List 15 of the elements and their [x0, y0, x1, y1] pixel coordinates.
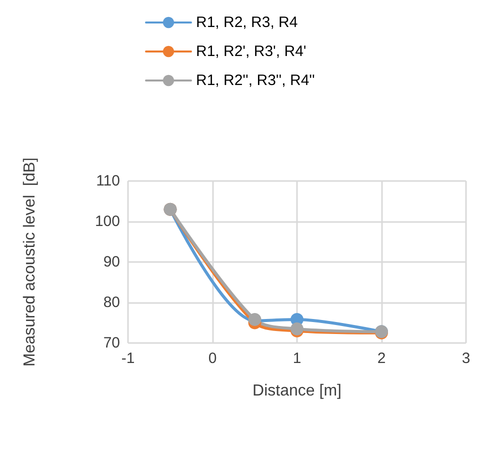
legend-label: R1, R2'', R3'', R4'' [196, 72, 316, 89]
x-tick-label: -1 [121, 350, 135, 367]
x-tick-label: 3 [462, 350, 470, 367]
x-tick-label: 1 [292, 350, 302, 367]
y-tick-label: 100 [94, 213, 120, 230]
legend-label: R1, R2', R3', R4' [196, 43, 306, 60]
y-tick-label: 90 [103, 254, 120, 270]
y-tick-label: 110 [96, 172, 120, 190]
y-axis-title: Measured acoustic level [dB] [22, 158, 38, 366]
x-tick-label: 2 [377, 350, 386, 367]
legend-label: R1, R2, R3, R4 [196, 14, 298, 31]
y-tick-label: 70 [103, 334, 120, 352]
y-tick-label: 80 [103, 294, 120, 311]
x-axis-title: Distance [m] [252, 382, 342, 400]
x-tick-label: 0 [208, 350, 217, 367]
